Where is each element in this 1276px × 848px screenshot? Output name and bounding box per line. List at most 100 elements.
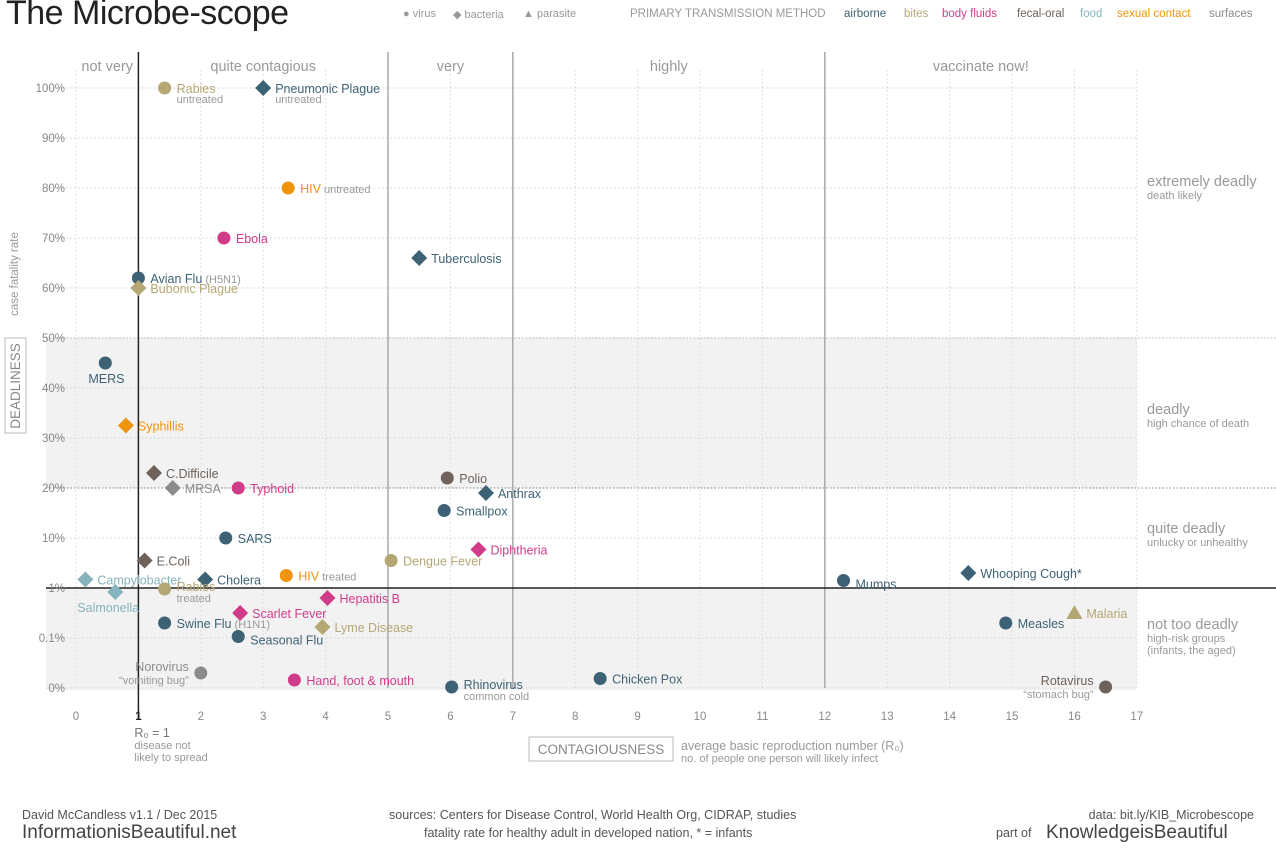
footer-author: David McCandless v1.1 / Dec 2015 [22,808,218,822]
y-tick-label: 1% [48,583,65,595]
band-label-quite-contagious: quite contagious [210,59,316,75]
zone-sublabel: death likely [1147,190,1203,202]
point-hiv-treated [279,569,293,582]
point-label-rabies-treated: Rabies [177,580,216,594]
point-label-polio: Polio [459,472,487,486]
point-label-salmonella: Salmonella [77,601,139,615]
zone-label-deadly: deadly [1147,402,1190,418]
y-tick-label: 80% [42,183,65,195]
point-hiv-untreated [281,181,295,195]
zone-label-extremely-deadly: extremely deadly [1147,174,1257,190]
footer-brand[interactable]: InformationisBeautiful.net [22,822,237,843]
circle-icon: ● [403,8,410,20]
y-tick-label: 30% [42,433,65,445]
y-tick-label: 70% [42,233,65,245]
y-axis-label-box [4,337,27,434]
x-tick-label: 16 [1068,711,1081,723]
point-seasonal-flu [231,630,245,643]
y-tick-label: 50% [42,333,65,345]
point-label-whooping-cough: Whooping Cough* [980,567,1082,581]
point-sublabel-rotavirus-stomach-bug: “stomach bug” [1023,689,1094,701]
point-label-e-coli: E.Coli [157,555,190,569]
zone-sublabel: unlucky or unhealthy [1147,537,1248,549]
point-label-tuberculosis: Tuberculosis [431,252,501,266]
point-diphtheria [470,541,487,558]
r0-note-line2: likely to spread [134,752,207,764]
point-norovirus-vomiting-bug [194,666,208,680]
point-label-scarlet-fever: Scarlet Fever [252,607,326,621]
point-anthrax [477,485,494,501]
legend-bites: bites [904,8,929,20]
point-rabies-treated [158,582,172,596]
point-rabies-untreated [158,81,172,95]
x-tick-label: 6 [447,711,453,723]
legend-body-fluids: body fluids [942,8,997,20]
point-polio [440,471,454,485]
x-tick-label: 3 [260,711,266,723]
point-mers [98,356,112,370]
footer-kib[interactable]: KnowledgeisBeautiful [1046,822,1228,843]
point-label-measles: Measles [1018,617,1065,631]
point-sublabel-pneumonic-plague-untreated: untreated [275,94,321,106]
legend-virus: ● virus [403,8,436,20]
x-tick-label: 14 [943,711,956,723]
x-tick-label: 5 [385,711,391,723]
point-mrsa [164,480,181,496]
point-label-ebola: Ebola [236,232,268,246]
x-tick-label: 11 [756,711,768,723]
footer-data-link[interactable]: data: bit.ly/KIB_Microbescope [1088,808,1254,822]
point-lyme-disease [314,619,331,635]
point-syphillis [117,417,134,434]
point-measles [999,616,1013,630]
x-tick-label: 0 [73,711,79,723]
point-hepatitis-b [319,590,336,606]
x-axis-sublabel: no. of people one person will likely inf… [681,753,878,765]
point-bubonic-plague [130,280,147,296]
point-swine-flu-h1n1 [158,616,172,630]
footer-note: fatality rate for healthy adult in devel… [424,826,753,840]
point-label-rotavirus-stomach-bug: Rotavirus [1041,674,1094,688]
point-smallpox [437,504,451,517]
point-label-bubonic-plague: Bubonic Plague [150,282,238,296]
x-tick-label: 10 [694,711,707,723]
point-label-anthrax: Anthrax [498,487,542,501]
x-tick-label: 12 [818,711,831,723]
x-tick-label: 2 [198,711,204,723]
point-label-avian-flu-h5n1: Avian Flu (H5N1) [150,272,240,286]
point-label-malaria: Malaria [1086,607,1127,621]
point-dengue-fever [384,554,398,567]
point-sublabel-rabies-untreated: untreated [177,94,223,106]
y-axis-label: case fatality rate [9,232,21,316]
legend-surfaces: surfaces [1209,8,1253,20]
x-tick-label: 8 [572,711,578,723]
point-label-mrsa: MRSA [185,482,222,496]
point-label-hepatitis-b: Hepatitis B [339,592,399,606]
triangle-icon: ▲ [523,8,534,20]
point-label-pneumonic-plague-untreated: Pneumonic Plague [275,82,380,96]
y-tick-label: 100% [36,83,65,95]
x-tick-label: 7 [510,711,516,723]
band-label-not-very: not very [81,59,133,75]
legend-fecal-oral: fecal-oral [1017,8,1065,20]
legend-parasite-label: parasite [536,8,577,20]
diamond-icon: ◆ [453,9,462,21]
point-label-smallpox: Smallpox [456,505,508,519]
r0-note-line1: disease not [134,740,190,752]
r0-note-label: R₀ = 1 [134,726,169,740]
point-label-diphtheria: Diphtheria [490,544,547,558]
transmission-legend-title: PRIMARY TRANSMISSION METHOD [630,8,826,20]
legend-sexual-contact: sexual contact [1117,8,1191,20]
point-malaria [1066,605,1083,619]
point-label-mers: MERS [88,372,124,386]
footer-sources: sources: Centers for Disease Control, Wo… [389,808,797,822]
x-axis-title: CONTAGIOUSNESS [538,742,665,757]
point-chicken-pox [593,672,607,685]
legend-parasite: ▲ parasite [523,8,576,20]
point-label-typhoid: Typhoid [250,482,294,496]
band-label-highly: highly [650,59,689,75]
point-label-campylobacter: Campylobacter [97,574,181,588]
point-sublabel-rabies-treated: treated [177,593,211,605]
point-c-difficile [146,465,162,481]
point-cholera [197,571,214,588]
